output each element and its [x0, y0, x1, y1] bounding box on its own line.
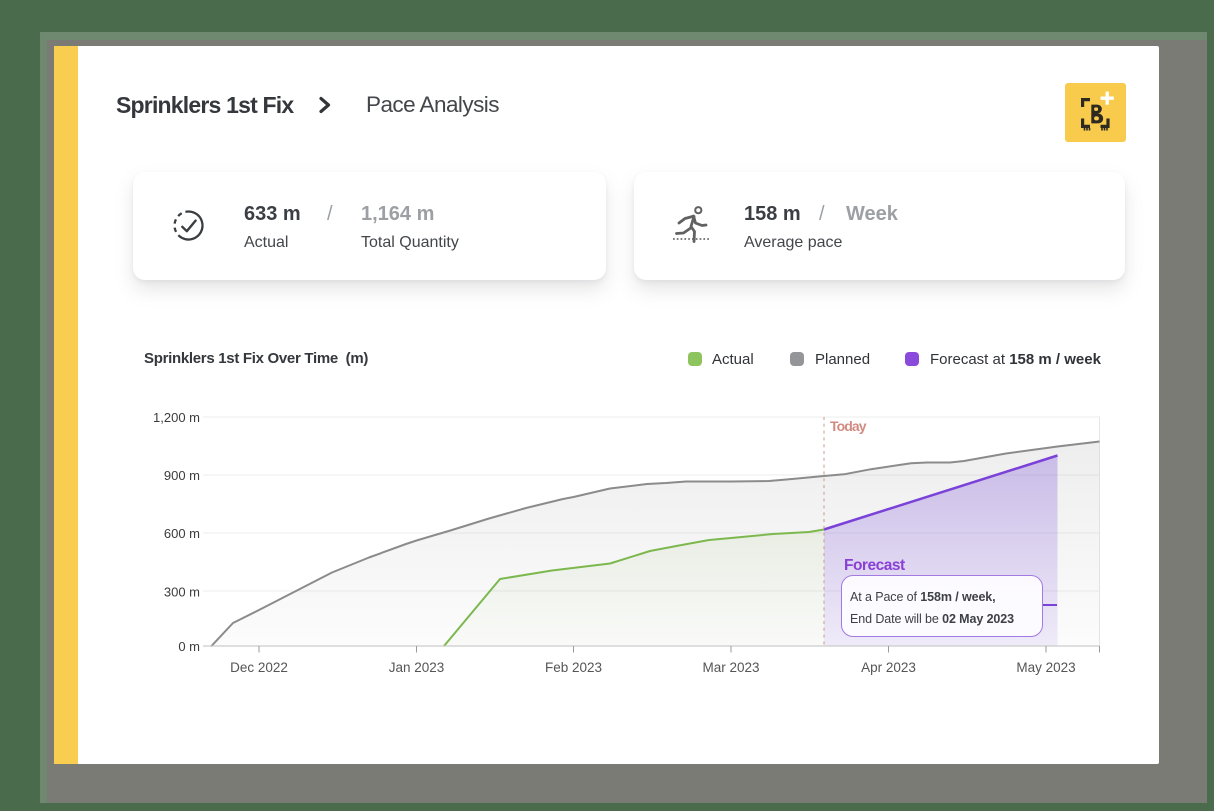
svg-text:May 2023: May 2023	[1016, 660, 1075, 675]
svg-text:Feb 2023: Feb 2023	[545, 660, 602, 675]
svg-text:900 m: 900 m	[164, 468, 200, 483]
svg-text:600 m: 600 m	[164, 526, 200, 541]
svg-text:Dec 2022: Dec 2022	[230, 660, 288, 675]
svg-text:Apr 2023: Apr 2023	[861, 660, 916, 675]
svg-text:Mar 2023: Mar 2023	[702, 660, 759, 675]
svg-text:Jan 2023: Jan 2023	[389, 660, 445, 675]
svg-text:300 m: 300 m	[164, 585, 200, 600]
svg-text:1,200 m: 1,200 m	[153, 410, 200, 425]
svg-text:0 m: 0 m	[178, 639, 200, 654]
